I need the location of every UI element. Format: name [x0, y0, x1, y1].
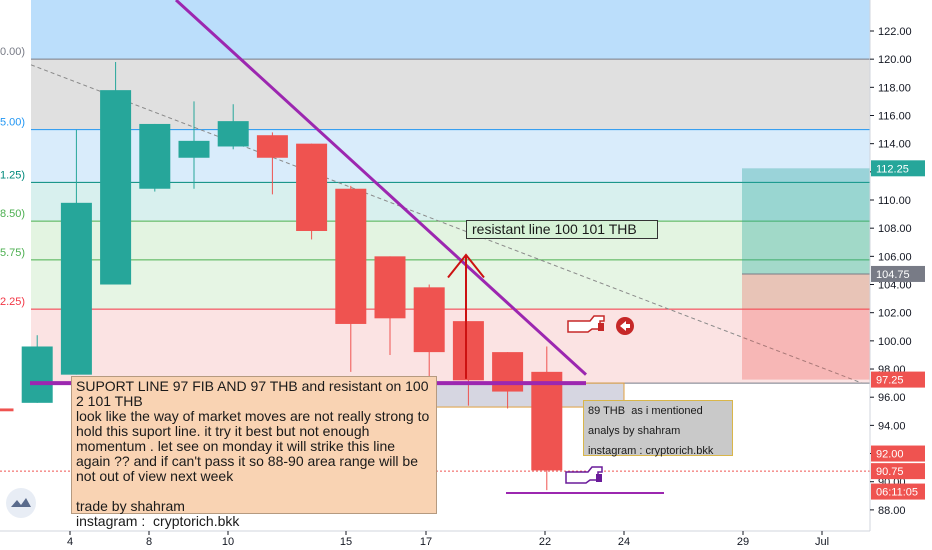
- candle-body: [335, 188, 367, 324]
- price-tag-label: 97.25: [876, 375, 904, 387]
- resistance-trendline: [174, 0, 588, 376]
- dashed-trend: [30, 64, 863, 384]
- fib-band: [31, 129, 870, 183]
- fib-band: [31, 309, 870, 384]
- target-zone: [742, 168, 870, 274]
- fib-band: [31, 182, 870, 222]
- y-tick-label: 108.00: [878, 223, 912, 235]
- fib-label: 2.25): [0, 296, 25, 308]
- price-tag-label: 92.00: [876, 449, 904, 461]
- price-tag: [871, 445, 925, 462]
- x-tick-label: 8: [146, 536, 152, 548]
- hand-pointer-icon-purple: [565, 466, 603, 484]
- y-tick-label: 110.00: [878, 195, 911, 207]
- resistant-label: resistant line 100 101 THB: [466, 220, 658, 239]
- candle-body: [139, 123, 171, 189]
- x-tick-label: 10: [222, 536, 234, 548]
- fib-band: [31, 221, 870, 260]
- candle-body: [256, 135, 288, 158]
- price-tag-label: 06:11:05: [876, 487, 918, 499]
- zones: [0, 168, 870, 472]
- candle-body: [178, 140, 210, 158]
- y-tick-label: 114.00: [878, 139, 911, 151]
- price-tag: [871, 160, 925, 177]
- y-tick-label: 88.00: [878, 505, 906, 517]
- circle-left-icon-glyph: [620, 321, 630, 331]
- price-tag-label: 112.25: [876, 163, 909, 175]
- x-tick-label: 29: [737, 536, 749, 548]
- fib-label: 5.00): [0, 117, 25, 129]
- fib-label: 1.25): [0, 169, 25, 181]
- price-tag-label: 104.75: [876, 269, 910, 281]
- fib-lines: 0.00) 5.00) 1.25) 8.50) 5.75) 2.25): [0, 46, 870, 384]
- y-tick-label: 106.00: [878, 251, 912, 263]
- hand-pointer-icon-purple-cuff: [596, 474, 602, 482]
- candle-body: [374, 256, 406, 319]
- candle-body: [21, 346, 53, 403]
- candle-body: [452, 321, 484, 381]
- fib-band: [31, 0, 870, 60]
- fib-label: 0.00): [0, 46, 25, 58]
- price-tag: [871, 371, 925, 388]
- y-tick-label: 96.00: [878, 392, 906, 404]
- price-tag: [871, 265, 925, 282]
- hand-pointer-icon-shape: [567, 315, 605, 333]
- y-tick-label: 94.00: [878, 420, 906, 432]
- arrow-up-head: [447, 253, 485, 279]
- hand-pointer-icon-purple-shape: [565, 466, 603, 484]
- candle-body: [531, 371, 563, 471]
- candles: [0, 61, 563, 491]
- target-note: 89 THB as i mentioned analys by shahram …: [583, 400, 733, 457]
- x-tick-label: 17: [420, 536, 432, 548]
- y-tick-label: 120.00: [878, 54, 912, 66]
- candle-body: [0, 408, 14, 412]
- price-tag: [871, 483, 925, 500]
- hand-pointer-icon: [567, 315, 605, 333]
- x-tick-label: 22: [539, 536, 551, 548]
- logo-icon: [6, 488, 36, 518]
- support-note: SUPORT LINE 97 FIB AND 97 THB and resist…: [71, 376, 437, 529]
- price-tag-label: 90.75: [876, 466, 904, 478]
- y-tick-label: 104.00: [878, 280, 912, 292]
- price-tag: [871, 463, 925, 480]
- stop-zone: [742, 273, 870, 380]
- fib-label: 5.75): [0, 247, 25, 259]
- hand-pointer-icon-cuff: [598, 323, 604, 331]
- fib-band: [31, 59, 870, 130]
- fib-bands: [31, 0, 870, 384]
- y-tick-label: 118.00: [878, 82, 911, 94]
- candle-body: [60, 202, 92, 375]
- time-axis-bg: [0, 531, 870, 550]
- candle-body: [100, 90, 132, 285]
- candle-body: [296, 143, 328, 231]
- x-tick-label: Jul: [815, 536, 829, 548]
- y-tick-label: 116.00: [878, 110, 911, 122]
- x-tick-label: 15: [340, 536, 352, 548]
- fib-band: [31, 259, 870, 310]
- y-tick-label: 122.00: [878, 26, 912, 38]
- y-tick-label: 102.00: [878, 308, 912, 320]
- fib-label: 8.50): [0, 208, 25, 220]
- y-tick-label: 100.00: [878, 336, 912, 348]
- x-tick-label: 4: [67, 536, 73, 548]
- logo-icon-glyph: [11, 498, 31, 507]
- candle-body: [217, 121, 249, 147]
- candle-body: [413, 287, 445, 353]
- x-tick-label: 24: [618, 536, 630, 548]
- candle-body: [492, 352, 524, 392]
